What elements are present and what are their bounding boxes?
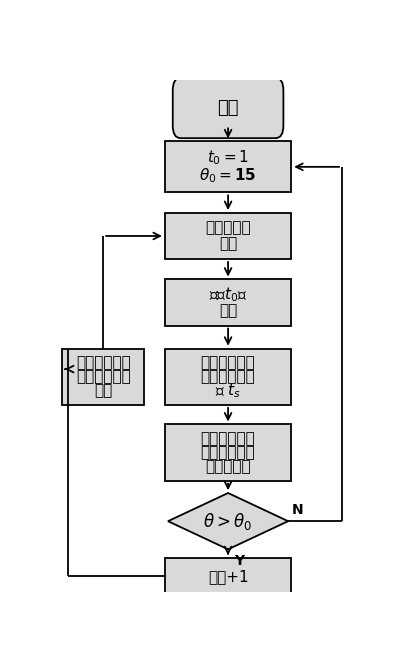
Text: $\theta > \theta_0$: $\theta > \theta_0$: [204, 511, 253, 532]
Text: 长和步幅调整: 长和步幅调整: [76, 369, 131, 384]
Text: 加速度数据: 加速度数据: [205, 221, 251, 235]
FancyBboxPatch shape: [173, 78, 284, 138]
FancyBboxPatch shape: [62, 348, 144, 405]
FancyBboxPatch shape: [165, 279, 291, 326]
Text: 度求向量角: 度求向量角: [205, 459, 251, 473]
Text: N: N: [291, 503, 303, 517]
FancyBboxPatch shape: [165, 141, 291, 192]
Text: 为 $t_s$: 为 $t_s$: [215, 381, 241, 400]
Text: 筛选极値中的: 筛选极値中的: [201, 356, 255, 370]
Text: 参数: 参数: [94, 383, 112, 398]
Text: 开始: 开始: [217, 99, 239, 117]
Text: $t_0 = 1$: $t_0 = 1$: [207, 149, 249, 168]
Text: 最値时间差记: 最値时间差记: [201, 369, 255, 384]
Text: 小値时刻加速: 小値时刻加速: [201, 445, 255, 460]
Polygon shape: [168, 493, 288, 549]
Text: 采集: 采集: [219, 236, 237, 251]
Text: 根据此步的时: 根据此步的时: [76, 356, 131, 370]
FancyBboxPatch shape: [165, 348, 291, 405]
Text: 捕获$t_0$内: 捕获$t_0$内: [209, 285, 247, 304]
FancyBboxPatch shape: [165, 558, 291, 595]
Text: 步数+1: 步数+1: [208, 569, 248, 584]
Text: Y: Y: [234, 555, 244, 569]
FancyBboxPatch shape: [165, 213, 291, 259]
FancyBboxPatch shape: [165, 424, 291, 481]
Text: $\theta_0 = \mathbf{15}$: $\theta_0 = \mathbf{15}$: [200, 166, 257, 185]
Text: 将最大値和最: 将最大値和最: [201, 432, 255, 446]
Text: 最値: 最値: [219, 303, 237, 318]
